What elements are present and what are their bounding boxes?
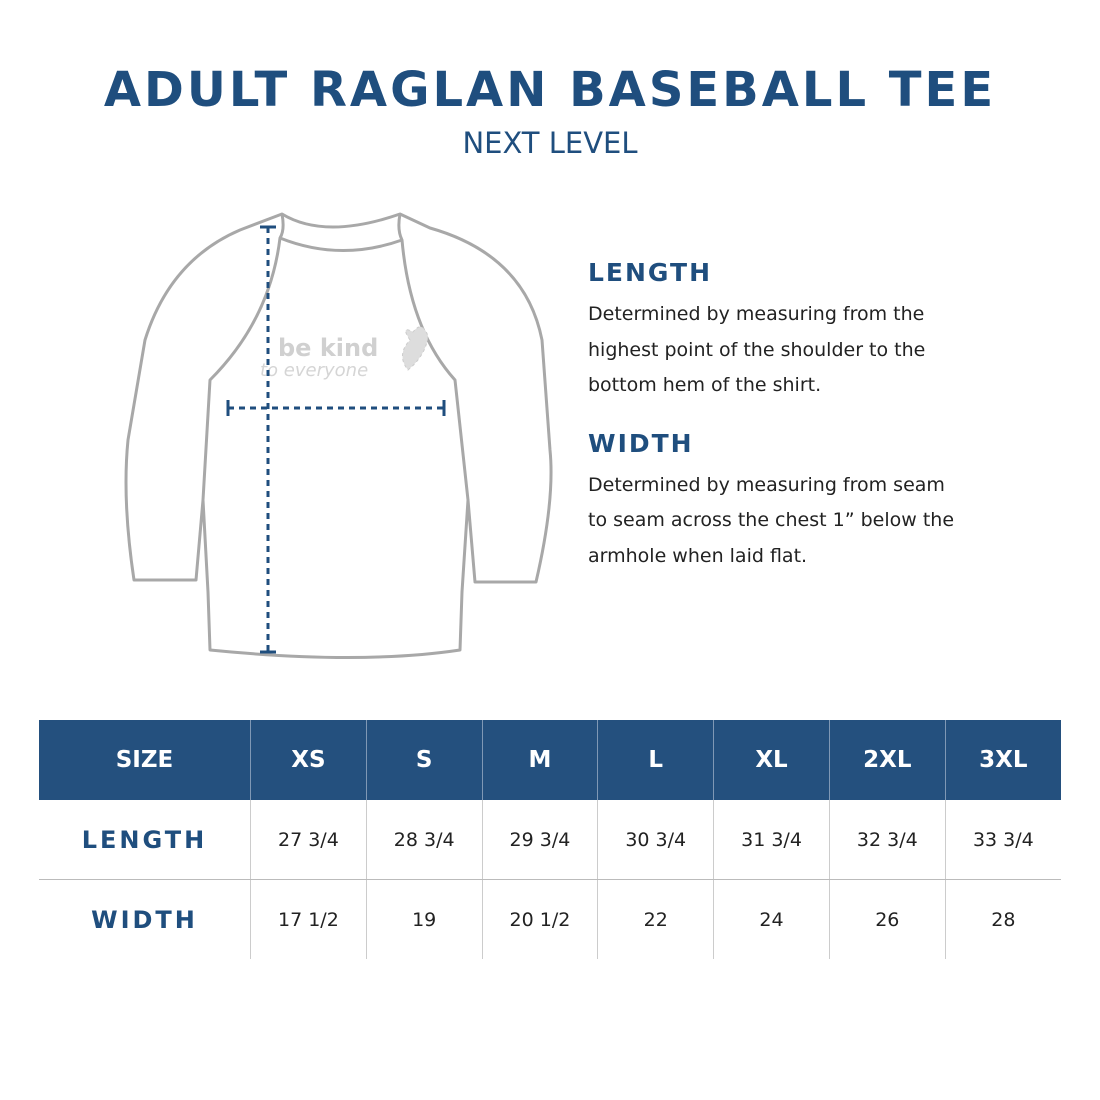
table-cell: 31 3/4 bbox=[713, 800, 830, 880]
definition-line: bottom hem of the shirt. bbox=[588, 374, 822, 396]
definition: LENGTH Determined by measuring from the hi… bbox=[588, 258, 1068, 404]
definition-title: LENGTH bbox=[588, 258, 712, 287]
table-cell: 28 3/4 bbox=[365, 800, 483, 880]
table-cell: 27 3/4 bbox=[250, 800, 367, 880]
table-cell: 24 bbox=[713, 879, 830, 959]
header-cell: XS bbox=[250, 720, 367, 800]
header-cell: 2XL bbox=[828, 720, 946, 800]
header-cell: L bbox=[597, 720, 714, 800]
print-text: be kind bbox=[278, 334, 378, 362]
row-label: LENGTH bbox=[39, 800, 251, 880]
table-row: LENGTH 27 3/4 28 3/4 29 3/4 30 3/4 31 3/4 32 3… bbox=[39, 800, 1061, 880]
table-cell: 17 1/2 bbox=[250, 879, 367, 959]
table-cell: 22 bbox=[597, 879, 714, 959]
definition-line: to seam across the chest 1” below the bbox=[588, 509, 955, 531]
definition-line: Determined by measuring from seam bbox=[588, 473, 945, 496]
size-table: SIZE XS S M L XL 2XL 3XL LENGTH 27 3/4 28 3/4 29 3/… bbox=[39, 720, 1061, 959]
table-cell: 32 3/4 bbox=[828, 800, 946, 880]
table-cell: 33 3/4 bbox=[944, 800, 1061, 880]
shirt-diagram: be kind to everyone bbox=[124, 212, 553, 659]
header-cell: S bbox=[365, 720, 483, 800]
header-cell: XL bbox=[713, 720, 830, 800]
definition-line: highest point of the shoulder to the bbox=[588, 338, 926, 361]
table-cell: 20 1/2 bbox=[481, 879, 598, 959]
header-cell: SIZE bbox=[39, 720, 251, 800]
definition-line: Determined by measuring from the bbox=[588, 303, 925, 325]
title: ADULT RAGLAN BASEBALL TEE bbox=[103, 62, 997, 118]
header-row: SIZE XS S M L XL 2XL 3XL bbox=[39, 720, 1061, 800]
table-cell: 26 bbox=[828, 879, 946, 959]
header-cell: 3XL bbox=[944, 720, 1061, 800]
header-cell: M bbox=[481, 720, 598, 800]
print-text: to everyone bbox=[260, 360, 368, 381]
definition: WIDTH Determined by measuring from seam to… bbox=[588, 429, 1068, 575]
table-cell: 30 3/4 bbox=[597, 800, 714, 880]
definitions: LENGTH Determined by measuring from the hi… bbox=[588, 258, 1068, 599]
table-cell: 19 bbox=[365, 879, 483, 959]
table-row: WIDTH 17 1/2 19 20 1/2 22 24 26 28 bbox=[39, 879, 1061, 959]
definition-title: WIDTH bbox=[588, 428, 694, 458]
row-label: WIDTH bbox=[91, 905, 198, 934]
subtitle: NEXT LEVEL bbox=[462, 126, 638, 160]
definition-line: armhole when laid flat. bbox=[588, 544, 808, 567]
table-cell: 29 3/4 bbox=[481, 800, 598, 880]
table-cell: 28 bbox=[944, 879, 1061, 959]
